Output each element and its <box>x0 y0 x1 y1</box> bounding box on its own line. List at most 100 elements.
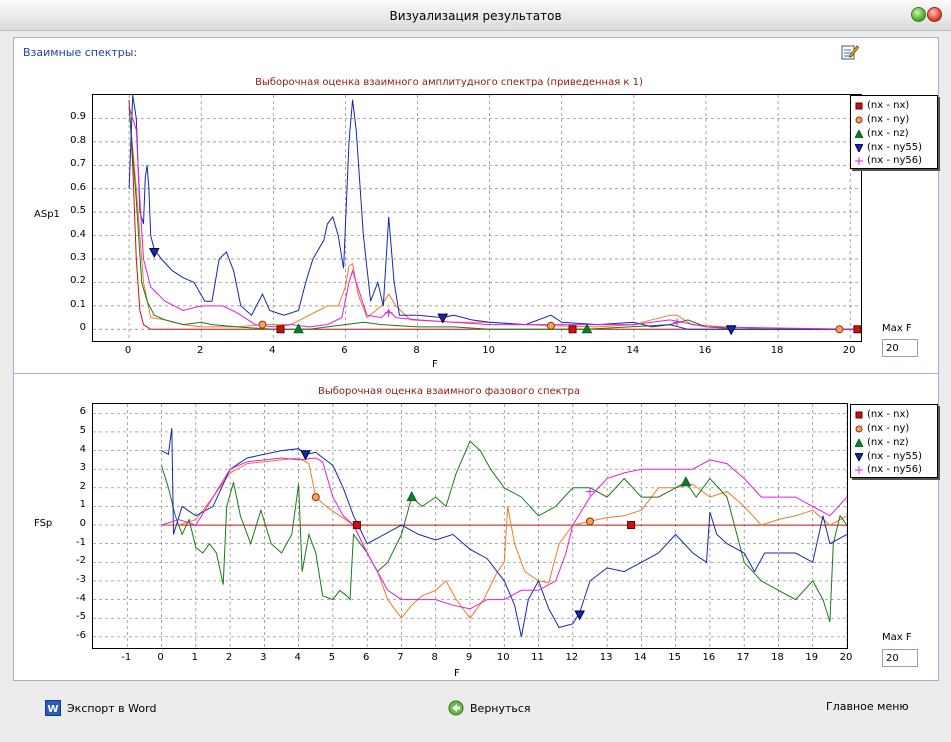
triangle-down-marker-icon <box>855 452 863 461</box>
square-marker-icon <box>855 411 863 418</box>
series-marker-nx-nz <box>680 476 692 487</box>
legend-item-nx-nz: (nx - nz) <box>855 436 909 449</box>
back-label: Вернуться <box>470 701 531 715</box>
series-marker-nx-ny <box>258 320 267 329</box>
y-tick-label: 6 <box>79 406 86 418</box>
main-menu-button[interactable]: Главное меню <box>826 700 909 713</box>
x-tick-label: 14 <box>626 345 640 356</box>
back-button[interactable]: Вернуться <box>448 700 531 716</box>
x-tick-label: 20 <box>842 345 856 356</box>
y-tick-label: 0 <box>79 322 86 334</box>
legend-item-nx-nx: (nx - nx) <box>855 408 909 421</box>
y-tick-label: 0.5 <box>70 205 86 217</box>
spectra-panel: Взаимные спектры: Выборочная оценка взаи… <box>13 37 939 681</box>
x-tick-label: 0 <box>157 652 164 663</box>
x-tick-label: 15 <box>668 652 681 663</box>
x-tick-label: 17 <box>736 652 750 663</box>
series-marker-nx-ny56 <box>585 487 594 496</box>
y-tick-label: 0.1 <box>70 298 86 310</box>
series-marker-nx-nx <box>352 521 361 530</box>
series-line-nx-nz <box>161 440 847 623</box>
circle-marker-icon <box>855 425 863 432</box>
y-tick-label: -6 <box>76 629 86 641</box>
maximize-button[interactable] <box>911 7 926 22</box>
plus-marker-icon <box>855 465 863 474</box>
series-marker-nx-ny56 <box>673 318 682 327</box>
x-tick-label: 6 <box>362 652 370 663</box>
legend-label: (nx - ny56) <box>867 155 923 166</box>
x-tick-label: 16 <box>698 345 712 356</box>
x-tick-label: 2 <box>225 652 233 663</box>
x-tick-label: 20 <box>839 652 853 663</box>
export-word-button[interactable]: W Экспорт в Word <box>45 700 156 716</box>
legend-label: (nx - ny55) <box>867 142 923 153</box>
max-f-label: Max F <box>882 323 912 334</box>
series-line-nx-ny <box>128 106 858 330</box>
edit-icon[interactable] <box>841 43 859 61</box>
y-tick-label: 0.3 <box>70 252 86 263</box>
y-tick-label: 0.7 <box>70 158 86 170</box>
series-marker-nx-ny56 <box>384 308 393 317</box>
legend-item-nx-ny: (nx - ny) <box>855 422 909 435</box>
series-line-nx-ny56 <box>161 457 847 610</box>
title-bar: Визуализация результатов <box>0 0 951 31</box>
x-tick-label: 4 <box>294 652 301 663</box>
close-button[interactable] <box>927 7 942 22</box>
legend-item-nx-ny55: (nx - ny55) <box>855 450 922 463</box>
series-marker-nx-nz <box>293 323 304 334</box>
series-marker-nx-ny55 <box>148 247 160 259</box>
legend-item-nx-ny56: (nx - ny56) <box>855 463 922 476</box>
legend-label: (nx - nx) <box>867 409 910 420</box>
series-marker-nx-nx <box>568 325 577 334</box>
x-tick-label: 8 <box>413 345 420 356</box>
triangle-up-marker-icon <box>855 438 863 447</box>
x-tick-label: 6 <box>341 345 348 356</box>
x-tick-label: 9 <box>465 652 473 663</box>
legend-label: (nx - nz) <box>867 128 909 139</box>
y-tick-label: 0.8 <box>70 134 86 146</box>
x-tick-label: 19 <box>805 652 819 663</box>
y-tick-label: 0.2 <box>70 275 86 287</box>
y-tick-label: 4 <box>79 443 86 455</box>
amplitude-chart-title: Выборочная оценка взаимного амплитудного… <box>255 77 643 88</box>
x-tick-label: 14 <box>633 652 647 663</box>
legend-item-nx-nz: (nx - nz) <box>855 127 909 140</box>
x-tick-label: 2 <box>196 345 204 356</box>
x-tick-label: 12 <box>565 652 579 663</box>
series-marker-nx-nx <box>627 521 636 530</box>
series-marker-nx-nx <box>853 325 861 334</box>
legend-label: (nx - nz) <box>867 437 909 448</box>
series-marker-nx-ny <box>835 325 844 334</box>
x-tick-label: 16 <box>702 652 716 663</box>
max-f-input-amplitude[interactable]: 20 <box>882 339 918 357</box>
legend-label: (nx - ny) <box>867 114 910 125</box>
chart-divider <box>14 373 938 374</box>
phase-plot[interactable] <box>92 403 848 649</box>
x-tick-label: 5 <box>328 652 336 663</box>
x-tick-label: -1 <box>121 652 132 663</box>
back-arrow-icon <box>448 700 464 716</box>
x-tick-label: 3 <box>260 652 267 663</box>
series-line-nx-ny <box>161 457 847 620</box>
legend-item-nx-ny: (nx - ny) <box>855 113 909 126</box>
amplitude-y-label: ASp1 <box>34 209 60 220</box>
x-tick-label: 1 <box>191 652 198 663</box>
legend-item-nx-ny56: (nx - ny56) <box>855 154 922 167</box>
y-tick-label: 5 <box>79 424 86 436</box>
y-tick-label: 3 <box>79 462 86 474</box>
y-tick-label: -3 <box>76 573 86 585</box>
y-tick-label: 0.9 <box>70 111 86 123</box>
x-tick-label: 18 <box>771 652 784 663</box>
x-tick-label: 4 <box>269 345 276 356</box>
series-marker-nx-ny55 <box>574 610 586 621</box>
word-icon: W <box>45 700 61 716</box>
series-marker-nx-ny <box>546 321 555 330</box>
max-f-label: Max F <box>882 632 912 643</box>
export-word-label: Экспорт в Word <box>67 701 157 715</box>
x-tick-label: 10 <box>482 345 495 356</box>
plus-marker-icon <box>855 156 863 165</box>
max-f-input-phase[interactable]: 20 <box>882 649 918 667</box>
amplitude-plot[interactable] <box>92 94 862 342</box>
legend-item-nx-ny55: (nx - ny55) <box>855 141 922 154</box>
triangle-down-marker-icon <box>855 143 863 152</box>
